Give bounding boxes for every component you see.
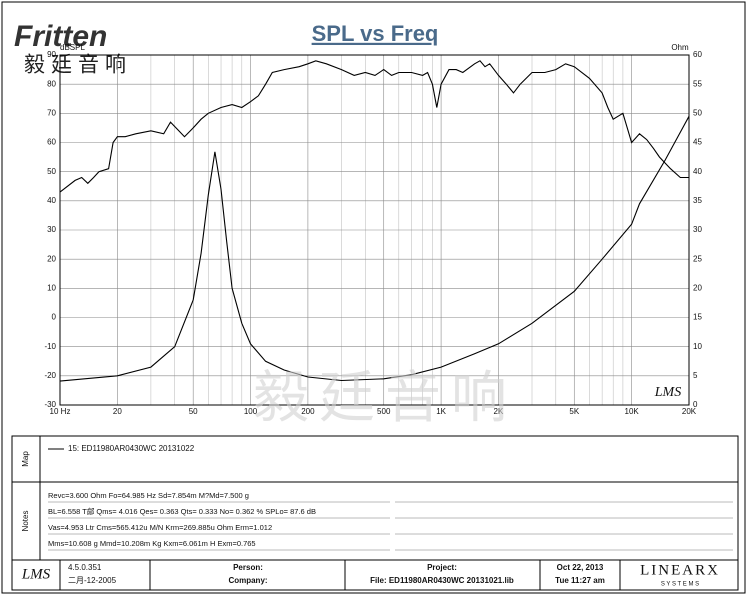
y-tick-label: -20 [44, 371, 56, 380]
file: File: ED11980AR0430WC 20131021.lib [370, 576, 514, 585]
y2-tick-label: 55 [693, 79, 702, 88]
y2-tick-label: 20 [693, 283, 702, 292]
time: Tue 11:27 am [555, 576, 605, 585]
y-tick-label: 90 [47, 50, 56, 59]
series-line [59, 60, 689, 193]
x-tick-label: 1K [436, 407, 446, 416]
x-tick-label: 5K [569, 407, 579, 416]
y2-tick-label: 15 [693, 313, 702, 322]
linearx-sub: S Y S T E M S [661, 582, 699, 588]
y-tick-label: 30 [47, 225, 56, 234]
company: Company: [228, 576, 267, 585]
notes-label: Notes [21, 511, 30, 532]
footer-lms: LMS [21, 566, 51, 582]
y2-tick-label: 0 [693, 400, 698, 409]
note-line: Revc=3.600 Ohm Fo=64.985 Hz Sd=7.854m M?… [48, 491, 249, 500]
y-tick-label: 60 [47, 138, 56, 147]
x-tick-label: 2K [494, 407, 504, 416]
y-tick-label: 40 [47, 196, 56, 205]
y-tick-label: -10 [44, 342, 56, 351]
x-tick-label: 20 [113, 407, 122, 416]
x-tick-label: 200 [301, 407, 315, 416]
y-tick-label: 0 [52, 313, 57, 322]
note-line: BL=6.558 T鄃 Qms= 4.016 Qes= 0.363 Qts= 0… [48, 506, 316, 516]
version: 4.5.0.351 [68, 563, 102, 572]
x-tick-label: 100 [244, 407, 258, 416]
chart-title: SPL vs Freq [312, 21, 439, 46]
y2-tick-label: 5 [693, 371, 698, 380]
y-tick-label: 70 [47, 108, 56, 117]
y2-tick-label: 40 [693, 167, 702, 176]
y2-tick-label: 10 [693, 342, 702, 351]
legend-entry: 15: ED11980AR0430WC 20131022 [68, 444, 195, 453]
footer [11, 559, 739, 591]
watermark: 毅廷音响 [253, 366, 517, 429]
linearx: LINEARX [640, 562, 720, 578]
map-label: Map [21, 451, 30, 467]
y2-tick-label: 25 [693, 254, 702, 263]
note-line: Mms=10.608 g Mmd=10.208m Kg Kxm=6.061m H… [48, 539, 256, 548]
y2-tick-label: 30 [693, 225, 702, 234]
y2-axis-label: Ohm [671, 43, 689, 52]
y-tick-label: 80 [47, 79, 56, 88]
y-tick-label: 20 [47, 254, 56, 263]
project: Project: [427, 563, 457, 572]
y2-tick-label: 50 [693, 108, 702, 117]
brand-chinese: 毅廷音响 [24, 54, 132, 77]
brand-logo: Fritten [14, 20, 107, 53]
corner-logo: LMS [654, 385, 681, 400]
x-tick-label: 10 Hz [50, 407, 71, 416]
note-line: Vas=4.953 Ltr Cms=565.412u M/N Krm=269.8… [48, 523, 272, 532]
y2-tick-label: 35 [693, 196, 702, 205]
y2-tick-label: 60 [693, 50, 702, 59]
series-line [59, 116, 690, 382]
x-tick-label: 20K [682, 407, 697, 416]
version-date: 二月-12-2005 [68, 576, 117, 585]
x-tick-label: 50 [189, 407, 198, 416]
x-tick-label: 10K [625, 407, 640, 416]
plot-border [59, 54, 690, 406]
y2-tick-label: 45 [693, 138, 702, 147]
y-axis-label: dBSPL [60, 43, 85, 52]
y-tick-label: 50 [47, 167, 56, 176]
frame [1, 1, 746, 594]
y-tick-label: 10 [47, 283, 56, 292]
x-tick-label: 500 [377, 407, 391, 416]
y-tick-label: -30 [44, 400, 56, 409]
date: Oct 22, 2013 [557, 563, 604, 572]
person: Person: [233, 563, 263, 572]
map-panel [11, 435, 739, 483]
